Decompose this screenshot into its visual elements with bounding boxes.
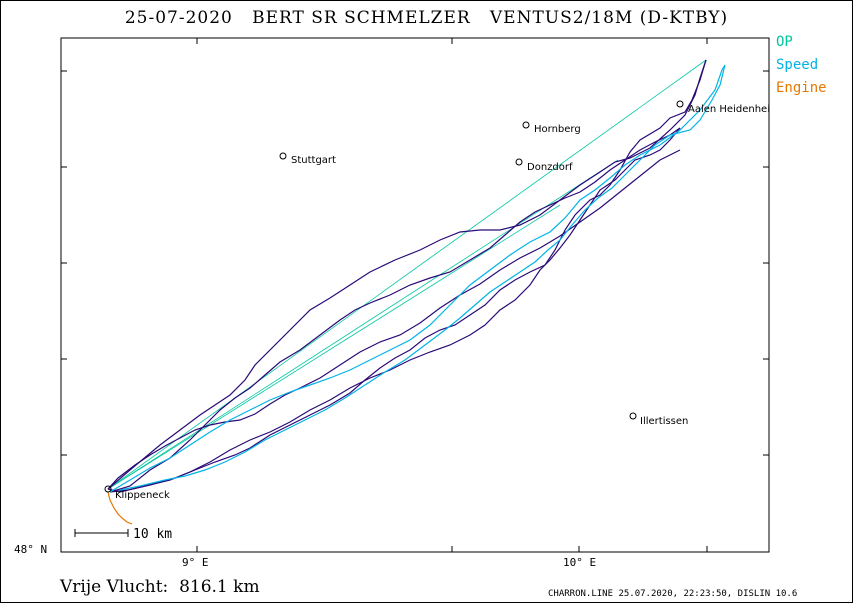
legend-engine: Engine xyxy=(776,80,827,96)
lon-tick-label: 9° E xyxy=(182,556,209,569)
flight-title: 25-07-2020 BERT SR SCHMELZER VENTUS2/18M… xyxy=(124,8,729,28)
place-label-donzdorf: Donzdorf xyxy=(527,162,573,173)
lon-tick-label: 10° E xyxy=(563,556,596,569)
place-label-hornberg: Hornberg xyxy=(534,124,581,135)
right-ticks xyxy=(763,70,769,456)
top-bottom-ticks xyxy=(196,38,708,552)
legend-op: OP xyxy=(776,34,793,50)
op-lines xyxy=(107,59,707,490)
footer-info: CHARRON.LINE 25.07.2020, 22:23:50, DISLI… xyxy=(548,589,798,599)
legend-speed: Speed xyxy=(776,57,819,73)
plot-frame xyxy=(60,37,770,553)
speed-track xyxy=(109,64,726,493)
place-markers xyxy=(104,100,684,493)
lat-label: 48° N xyxy=(14,543,47,556)
place-label-stuttgart: Stuttgart xyxy=(291,155,336,166)
place-label-illertissen: Illertissen xyxy=(640,416,688,427)
scale-bar xyxy=(74,529,129,537)
place-label-aalen-heidenheim: Aalen Heidenheim xyxy=(688,104,780,115)
place-label-klippeneck: Klippeneck xyxy=(115,490,170,501)
flight-track xyxy=(107,59,707,493)
engine-track xyxy=(107,491,133,525)
flight-distance: Vrije Vlucht: 816.1 km xyxy=(60,577,260,597)
scale-bar-label: 10 km xyxy=(133,527,172,542)
left-ticks xyxy=(61,70,67,456)
